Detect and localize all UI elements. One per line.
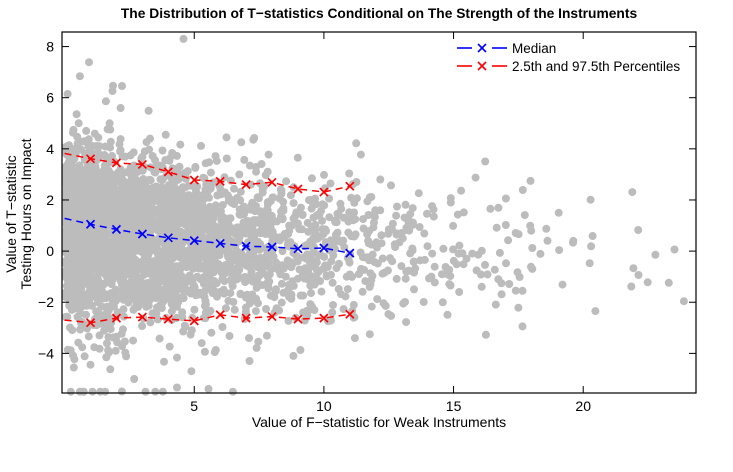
x-tick-label: 5 [190,398,198,414]
x-tick-label: 10 [316,398,332,414]
y-tick-label: 0 [46,243,54,259]
percentile-97-5-line [64,152,355,197]
x-tick-label: 20 [575,398,591,414]
y-axis-label-line1: Value of T−statistic [3,155,19,273]
percentiles-line-sample-icon [457,61,507,71]
tick-labels: 5 10 15 20 −4 −2 0 2 4 6 8 [38,39,591,414]
legend-entry-median: Median [456,39,680,57]
legend: Median 2.5th and 97.5th Percentiles [456,39,680,75]
y-tick-label: −4 [38,345,54,361]
x-axis-label: Value of F−statistic for Weak Instrument… [251,414,507,430]
y-axis-label-line2: Testing Hours on Impact [18,138,34,290]
y-tick-label: 8 [46,39,54,55]
legend-entry-percentiles: 2.5th and 97.5th Percentiles [456,57,680,75]
y-tick-label: 4 [46,141,54,157]
y-tick-label: 2 [46,192,54,208]
median-line-sample-icon [457,43,507,53]
scatter-points [61,34,688,396]
median-line [64,217,355,258]
axes [61,31,697,394]
legend-label-percentiles: 2.5th and 97.5th Percentiles [512,58,681,74]
y-tick-label: −2 [38,294,54,310]
percentile-2-5-line [64,309,355,328]
chart-title: The Distribution of T−statistics Conditi… [120,6,638,21]
legend-label-median: Median [512,40,557,56]
y-axis-label: Value of T−statistic Testing Hours on Imp… [3,44,36,384]
y-tick-label: 6 [46,90,54,106]
x-tick-label: 15 [446,398,462,414]
